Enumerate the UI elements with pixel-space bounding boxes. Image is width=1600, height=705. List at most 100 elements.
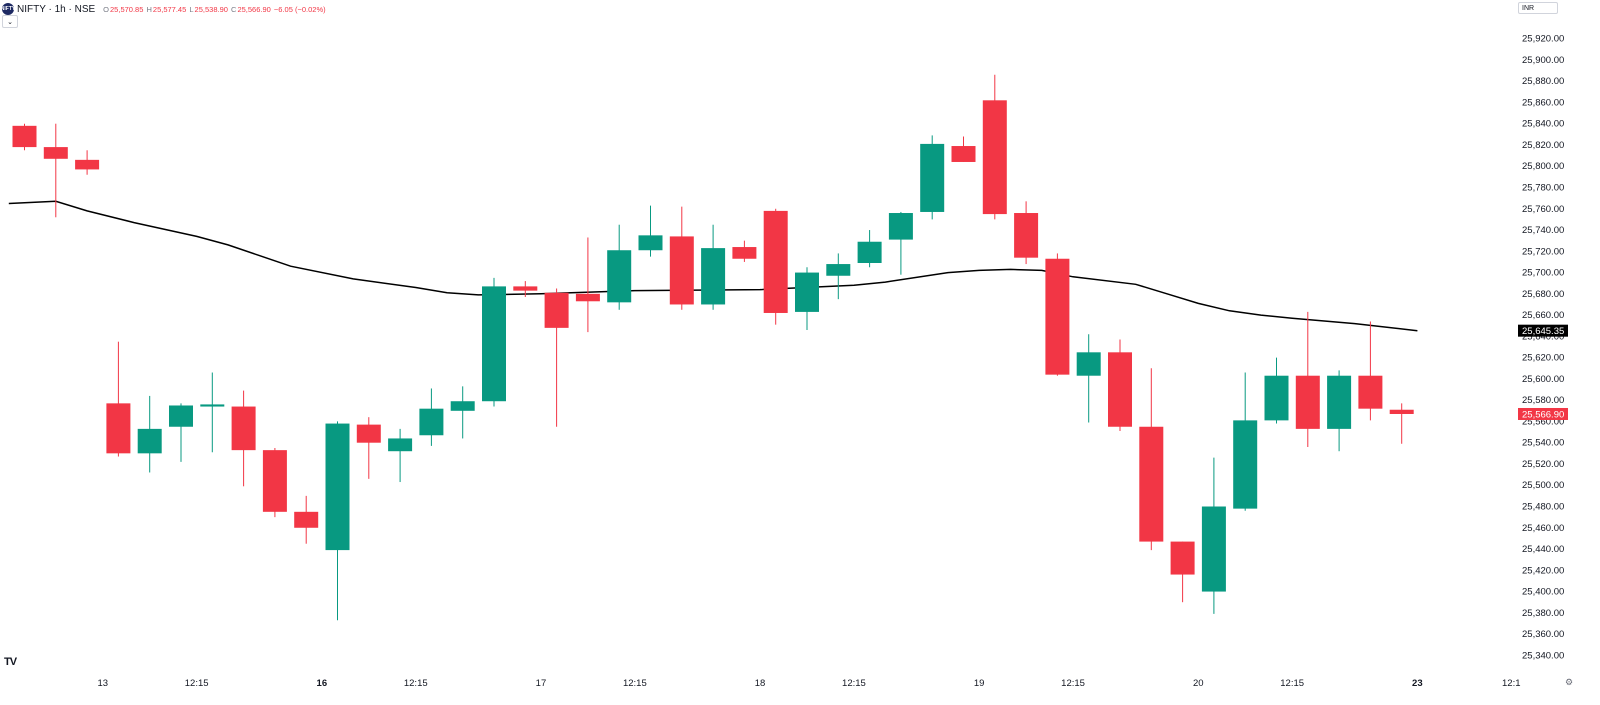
y-tick-label: 25,560.00 bbox=[1522, 416, 1564, 427]
y-tick-label: 25,840.00 bbox=[1522, 119, 1564, 130]
candle-body bbox=[75, 159, 100, 170]
y-tick-label: 25,780.00 bbox=[1522, 183, 1564, 194]
candle bbox=[262, 448, 287, 518]
last-price-label-text: 25,566.90 bbox=[1522, 409, 1564, 420]
time-axis[interactable]: 13 12:15 16 12:15 17 12:15 18 12:15 19 12:15 20 12:… bbox=[97, 678, 1520, 689]
candle-body bbox=[1327, 375, 1352, 429]
y-tick-label: 25,600.00 bbox=[1522, 374, 1564, 385]
candle bbox=[169, 403, 193, 462]
candle bbox=[1045, 253, 1070, 376]
symbol-icon: NIFTY bbox=[1, 3, 15, 15]
candle bbox=[1076, 334, 1101, 423]
candle bbox=[1014, 201, 1039, 265]
candle-body bbox=[544, 292, 569, 328]
y-tick-label: 25,340.00 bbox=[1522, 650, 1564, 661]
chevron-down-icon[interactable]: ⌄ bbox=[2, 15, 18, 28]
y-tick-label: 25,740.00 bbox=[1522, 225, 1564, 236]
x-tick-label: 12:15 bbox=[1280, 678, 1304, 689]
candle bbox=[356, 417, 381, 479]
y-tick-label: 25,720.00 bbox=[1522, 246, 1564, 257]
price-axis[interactable]: 25,340.00 25,360.00 25,380.00 25,400.00 25,4… bbox=[1522, 34, 1564, 662]
candle-body bbox=[419, 408, 444, 436]
candle-body bbox=[638, 235, 663, 251]
y-tick-label: 25,660.00 bbox=[1522, 310, 1564, 321]
candle-body bbox=[1170, 541, 1195, 575]
candle bbox=[1264, 357, 1289, 424]
candle bbox=[106, 341, 131, 457]
candle bbox=[12, 123, 37, 151]
candle bbox=[607, 224, 632, 310]
candle-body bbox=[231, 406, 256, 451]
candle-body bbox=[106, 403, 131, 454]
candle-body bbox=[356, 424, 381, 443]
y-tick-label: 25,480.00 bbox=[1522, 502, 1564, 513]
y-tick-label: 25,880.00 bbox=[1522, 76, 1564, 87]
change-value: −6.05 (−0.02%) bbox=[273, 4, 326, 14]
last-price-label: 25,566.90 bbox=[1518, 407, 1568, 420]
tradingview-logo: TV bbox=[4, 656, 17, 668]
low-value: 25,538.90 bbox=[194, 4, 228, 14]
candle bbox=[513, 281, 538, 298]
y-tick-label: 25,400.00 bbox=[1522, 587, 1564, 598]
candle-body bbox=[294, 511, 319, 528]
y-tick-label: 25,360.00 bbox=[1522, 629, 1564, 640]
candle bbox=[1201, 457, 1226, 614]
ohlc-values: O25,570.85 H25,577.45 L25,538.90 C25,566… bbox=[103, 4, 326, 14]
candle bbox=[294, 495, 319, 544]
candle bbox=[43, 123, 68, 218]
x-tick-label: 12:15 bbox=[842, 678, 866, 689]
candle-body bbox=[169, 405, 193, 427]
candle-body bbox=[951, 146, 976, 162]
last-price-label-bg bbox=[1518, 407, 1568, 420]
candle-body bbox=[1264, 375, 1289, 421]
x-tick-label: 23 bbox=[1412, 678, 1423, 689]
open-value: 25,570.85 bbox=[110, 4, 144, 14]
y-tick-label: 25,620.00 bbox=[1522, 353, 1564, 364]
candle-body bbox=[262, 450, 287, 512]
high-value: 25,577.45 bbox=[152, 4, 187, 14]
x-tick-label: 19 bbox=[974, 678, 985, 689]
y-tick-label: 25,640.00 bbox=[1522, 331, 1564, 342]
x-tick-label: 12:1 bbox=[1502, 678, 1521, 689]
candle-body bbox=[826, 264, 851, 276]
y-tick-label: 25,420.00 bbox=[1522, 565, 1564, 576]
y-tick-label: 25,800.00 bbox=[1522, 161, 1564, 172]
symbol-title[interactable]: NIFTY · 1h · NSE bbox=[17, 3, 96, 15]
candle-body bbox=[920, 143, 945, 212]
candle-body bbox=[732, 247, 757, 259]
candle-body bbox=[482, 286, 506, 402]
x-tick-label: 12:15 bbox=[404, 678, 428, 689]
y-tick-label: 25,380.00 bbox=[1522, 608, 1564, 619]
candle-body bbox=[701, 248, 726, 305]
y-tick-label: 25,860.00 bbox=[1522, 97, 1564, 108]
candle bbox=[575, 237, 600, 333]
y-tick-label: 25,820.00 bbox=[1522, 140, 1564, 151]
candle-body bbox=[1108, 352, 1132, 427]
symbol-legend: NIFTY NIFTY · 1h · NSE O25,570.85 H25,57… bbox=[1, 2, 327, 16]
candle bbox=[763, 208, 788, 325]
x-tick-label: 16 bbox=[317, 678, 328, 689]
candle-body bbox=[1201, 506, 1226, 592]
candle-body bbox=[857, 241, 882, 263]
ma-polyline bbox=[8, 200, 1418, 332]
currency-selector[interactable]: INR bbox=[1518, 2, 1558, 14]
candle bbox=[1139, 368, 1164, 551]
candle bbox=[1170, 541, 1195, 603]
y-tick-label: 25,680.00 bbox=[1522, 289, 1564, 300]
candle bbox=[732, 240, 757, 262]
candles bbox=[12, 74, 1414, 621]
gear-icon[interactable]: ⚙ bbox=[1565, 677, 1574, 687]
x-tick-label: 13 bbox=[97, 678, 108, 689]
candle bbox=[795, 267, 819, 330]
candle-body bbox=[1233, 420, 1258, 509]
candle bbox=[638, 205, 663, 257]
candle-body bbox=[888, 213, 913, 240]
candle bbox=[231, 390, 256, 487]
close-value: 25,566.90 bbox=[237, 4, 271, 14]
candle-body bbox=[669, 236, 694, 305]
candle-body bbox=[1076, 352, 1101, 376]
candle bbox=[482, 277, 506, 407]
candle-body bbox=[1358, 375, 1383, 409]
candle bbox=[544, 288, 569, 427]
